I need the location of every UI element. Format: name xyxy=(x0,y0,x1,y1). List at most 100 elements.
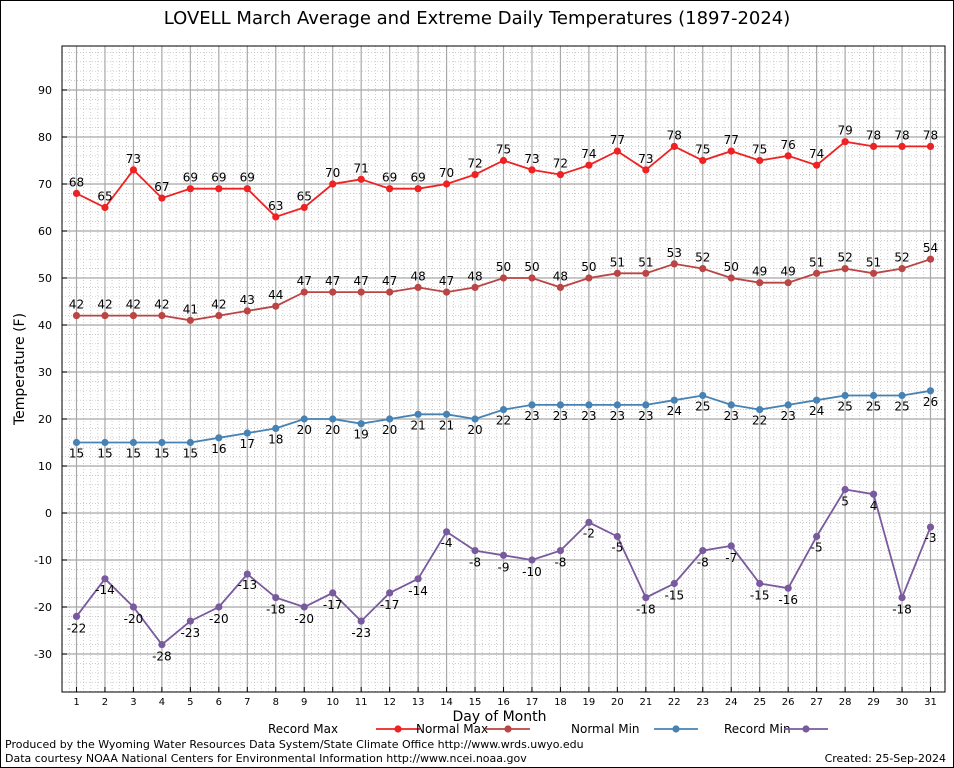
data-point xyxy=(784,279,792,287)
data-label: 51 xyxy=(638,255,653,269)
data-label: -15 xyxy=(750,589,770,603)
data-label: -16 xyxy=(778,593,798,607)
data-label: 23 xyxy=(524,409,539,423)
data-label: 43 xyxy=(240,293,255,307)
data-point xyxy=(869,269,878,277)
data-point xyxy=(841,391,849,400)
data-point xyxy=(471,547,479,555)
data-label: 51 xyxy=(809,255,824,269)
data-label: 15 xyxy=(183,447,198,461)
data-point xyxy=(699,391,707,400)
data-label: 78 xyxy=(894,128,909,142)
data-label: 70 xyxy=(325,166,340,180)
x-tick-label: 30 xyxy=(896,697,909,708)
data-label: 52 xyxy=(894,251,909,265)
data-point xyxy=(556,547,565,555)
data-point xyxy=(357,288,365,296)
x-tick-label: 13 xyxy=(412,697,425,708)
data-label: -23 xyxy=(351,626,371,640)
y-tick-label: 90 xyxy=(38,84,52,97)
y-tick-label: 70 xyxy=(38,178,52,191)
data-point xyxy=(756,279,764,287)
data-point xyxy=(613,401,621,409)
data-label: 51 xyxy=(610,255,625,269)
y-tick-label: 40 xyxy=(38,319,52,332)
x-tick-label: 17 xyxy=(526,697,539,708)
legend-label: Normal Min xyxy=(571,722,640,736)
series-normal-min: 15 15 15 15 15 16 17 18 20 20 19 20 21 21 20 22 23 23 23 23… xyxy=(69,387,938,461)
x-tick-label: 31 xyxy=(924,697,937,708)
legend-marker xyxy=(504,725,512,733)
data-point xyxy=(528,274,536,282)
data-point xyxy=(699,156,707,165)
data-label: 70 xyxy=(439,166,454,180)
data-label: 42 xyxy=(69,298,84,312)
data-point xyxy=(841,265,849,273)
data-label: 15 xyxy=(126,447,141,461)
y-tick-label: 30 xyxy=(38,366,52,379)
data-label: -13 xyxy=(237,578,257,592)
data-label: -18 xyxy=(892,603,912,617)
data-label: 75 xyxy=(695,143,710,157)
x-tick-label: 8 xyxy=(273,697,279,708)
data-label: 25 xyxy=(866,400,881,414)
data-label: 42 xyxy=(154,298,169,312)
x-tick-label: 6 xyxy=(216,697,222,708)
data-label: 23 xyxy=(781,409,796,423)
data-label: 65 xyxy=(97,190,112,204)
data-label: -20 xyxy=(124,612,144,626)
data-point xyxy=(414,575,422,583)
x-tick-label: 1 xyxy=(73,697,79,708)
data-point xyxy=(72,312,81,320)
data-point xyxy=(186,185,194,193)
data-point xyxy=(357,175,365,183)
data-point xyxy=(898,265,906,273)
data-point xyxy=(670,260,678,268)
data-point xyxy=(471,415,479,423)
data-label: 71 xyxy=(354,161,369,175)
data-label: -8 xyxy=(469,556,481,570)
data-label: 79 xyxy=(837,124,852,138)
data-label: 73 xyxy=(524,152,539,166)
data-point xyxy=(243,570,251,578)
data-label: 47 xyxy=(382,274,397,288)
data-label: -8 xyxy=(554,556,566,570)
x-tick-label: 23 xyxy=(696,697,709,708)
x-tick-label: 28 xyxy=(839,697,852,708)
data-point xyxy=(129,312,138,320)
data-label: -15 xyxy=(664,589,684,603)
x-tick-label: 2 xyxy=(102,697,108,708)
data-point xyxy=(329,288,337,296)
data-point xyxy=(926,255,935,263)
data-point xyxy=(813,396,821,404)
data-label: 50 xyxy=(496,260,511,274)
x-tick-label: 27 xyxy=(810,697,823,708)
x-tick-label: 21 xyxy=(639,697,652,708)
data-point xyxy=(585,274,593,282)
data-point xyxy=(556,283,565,291)
data-point xyxy=(72,438,81,447)
data-label: 78 xyxy=(866,128,881,142)
x-tick-label: 24 xyxy=(725,697,738,708)
data-point xyxy=(243,429,251,437)
series-record-min: -22 -14 -20 -28 -23 -20 -13 -18 -20 -17 -23 -17 -14 -… xyxy=(67,485,936,664)
data-label: -5 xyxy=(811,541,823,555)
data-label: 17 xyxy=(240,437,255,451)
data-point xyxy=(101,438,109,447)
data-label: 24 xyxy=(667,404,682,418)
data-point xyxy=(813,269,821,277)
data-label: 48 xyxy=(467,269,482,283)
data-point xyxy=(386,589,394,597)
data-point xyxy=(300,415,308,423)
data-label: -9 xyxy=(498,560,510,574)
data-label: 50 xyxy=(724,260,739,274)
data-label: 78 xyxy=(667,128,682,142)
data-point xyxy=(129,603,138,611)
data-point xyxy=(386,288,394,296)
data-label: 4 xyxy=(870,499,878,513)
data-point xyxy=(499,406,508,414)
x-tick-label: 12 xyxy=(383,697,396,708)
x-tick-label: 19 xyxy=(583,697,596,708)
footer-produced-by: Produced by the Wyoming Water Resources … xyxy=(5,738,584,751)
data-label: 25 xyxy=(894,400,909,414)
